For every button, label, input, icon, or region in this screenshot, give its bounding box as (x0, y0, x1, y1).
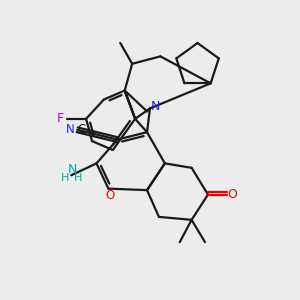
Text: F: F (57, 112, 64, 125)
Text: N: N (68, 164, 77, 176)
Text: O: O (228, 188, 238, 201)
Text: O: O (105, 189, 115, 202)
Text: N: N (66, 123, 75, 136)
Text: C: C (77, 123, 85, 136)
Text: N: N (151, 100, 160, 113)
Text: H: H (61, 173, 69, 183)
Text: H: H (74, 173, 82, 183)
